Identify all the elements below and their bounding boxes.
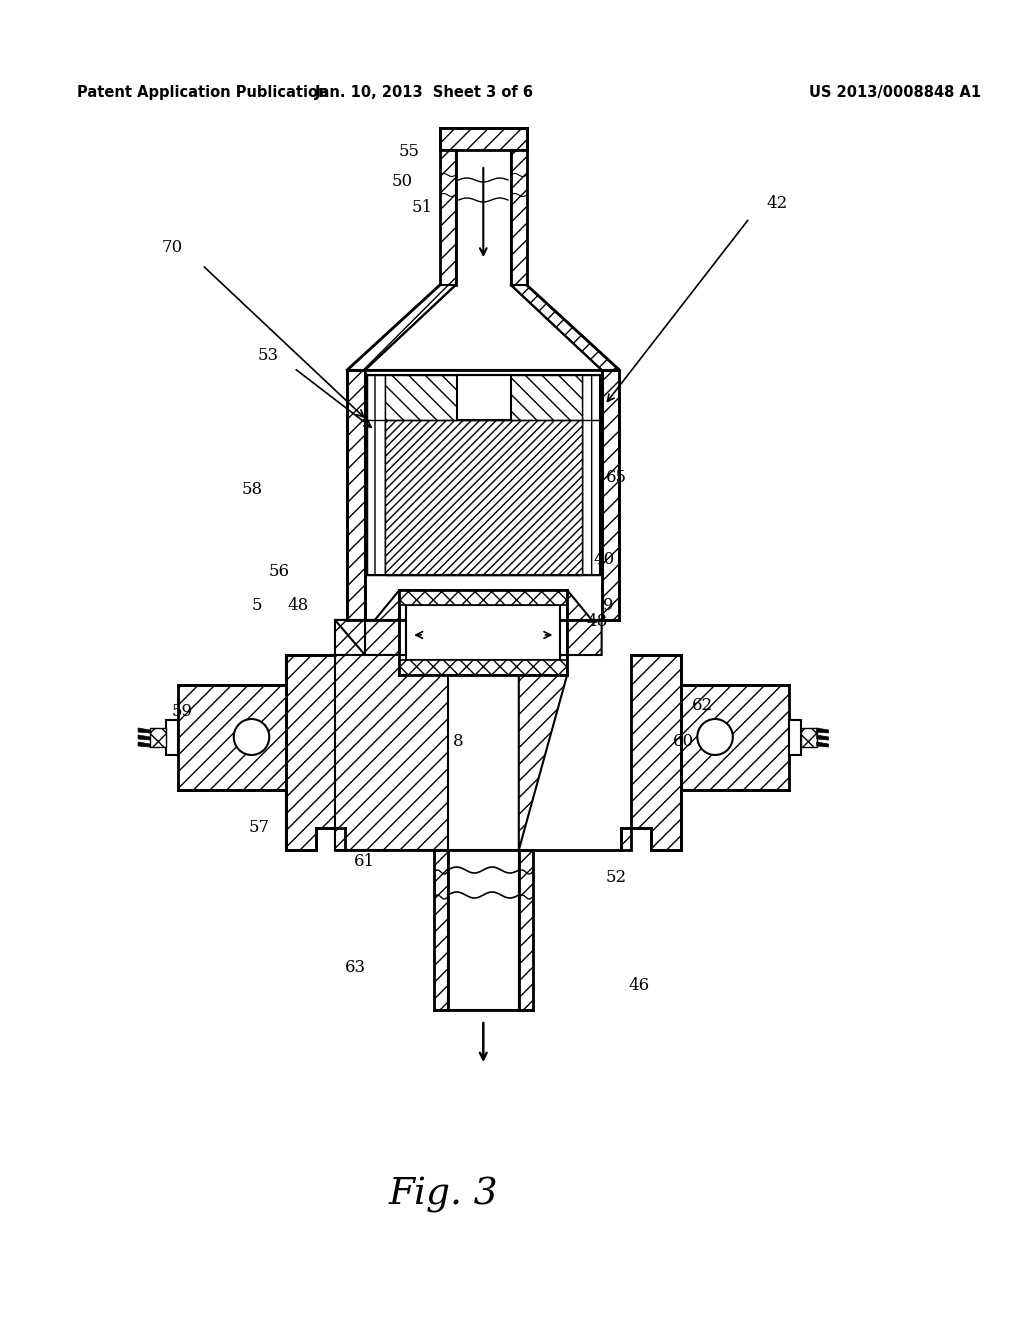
Text: 59: 59 — [172, 704, 193, 721]
Polygon shape — [511, 285, 620, 370]
Polygon shape — [399, 590, 567, 605]
Polygon shape — [511, 150, 526, 285]
Polygon shape — [385, 375, 582, 576]
Polygon shape — [365, 590, 447, 850]
Text: US 2013/0008848 A1: US 2013/0008848 A1 — [809, 84, 981, 99]
Text: 55: 55 — [398, 144, 420, 161]
Polygon shape — [817, 735, 828, 741]
Polygon shape — [602, 370, 620, 620]
Polygon shape — [519, 590, 602, 850]
Text: 60: 60 — [673, 734, 694, 751]
Polygon shape — [347, 285, 456, 370]
Polygon shape — [440, 128, 526, 150]
Text: 40: 40 — [593, 552, 614, 569]
Polygon shape — [622, 655, 681, 850]
Text: 52: 52 — [606, 870, 627, 887]
Text: 50: 50 — [392, 173, 413, 190]
Text: 53: 53 — [258, 346, 279, 363]
Circle shape — [233, 719, 269, 755]
Polygon shape — [582, 375, 600, 576]
Polygon shape — [447, 850, 519, 1010]
Text: 57: 57 — [249, 820, 270, 837]
Text: 58: 58 — [242, 482, 263, 499]
Circle shape — [697, 719, 733, 755]
Text: 9: 9 — [603, 597, 613, 614]
Polygon shape — [385, 420, 582, 576]
Polygon shape — [681, 685, 790, 789]
Text: Jan. 10, 2013  Sheet 3 of 6: Jan. 10, 2013 Sheet 3 of 6 — [314, 84, 534, 99]
Polygon shape — [801, 729, 817, 747]
Polygon shape — [138, 742, 150, 747]
Text: 63: 63 — [344, 960, 366, 977]
Polygon shape — [817, 729, 828, 733]
Text: 8: 8 — [454, 734, 464, 751]
Polygon shape — [286, 620, 447, 850]
Text: 5: 5 — [251, 597, 262, 614]
Text: 46: 46 — [629, 977, 649, 994]
Polygon shape — [457, 375, 511, 420]
Polygon shape — [335, 620, 447, 850]
Text: 56: 56 — [268, 564, 290, 581]
Polygon shape — [367, 375, 385, 576]
Text: 42: 42 — [767, 195, 787, 213]
Polygon shape — [519, 850, 532, 1010]
Polygon shape — [347, 370, 365, 620]
Polygon shape — [286, 590, 399, 690]
Text: 51: 51 — [412, 198, 433, 215]
Text: 61: 61 — [354, 854, 376, 870]
Polygon shape — [286, 655, 345, 850]
Text: 48: 48 — [288, 597, 308, 614]
Polygon shape — [138, 729, 150, 733]
Text: 65: 65 — [606, 470, 627, 487]
Polygon shape — [407, 605, 560, 660]
Text: 70: 70 — [162, 239, 183, 256]
Polygon shape — [335, 620, 365, 655]
Polygon shape — [138, 735, 150, 741]
Polygon shape — [150, 729, 166, 747]
Text: 62: 62 — [691, 697, 713, 714]
Polygon shape — [166, 719, 177, 755]
Polygon shape — [434, 850, 447, 1010]
Polygon shape — [399, 660, 567, 675]
Polygon shape — [177, 685, 286, 789]
Polygon shape — [440, 150, 456, 285]
Polygon shape — [790, 719, 801, 755]
Text: Fig. 3: Fig. 3 — [389, 1177, 499, 1213]
Text: 48: 48 — [586, 614, 607, 631]
Polygon shape — [817, 742, 828, 747]
Text: Patent Application Publication: Patent Application Publication — [77, 84, 329, 99]
